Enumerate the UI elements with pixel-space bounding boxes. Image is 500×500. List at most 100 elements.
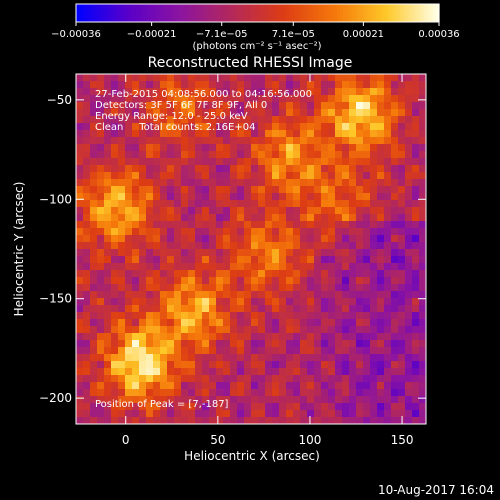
heatmap-cell <box>244 326 252 334</box>
heatmap-cell <box>230 151 238 159</box>
heatmap-cell <box>216 375 224 383</box>
heatmap-cell <box>167 382 175 390</box>
colorbar-cell <box>250 4 254 22</box>
heatmap-cell <box>209 375 217 383</box>
colorbar-cell <box>97 4 101 22</box>
heatmap-cell <box>223 256 231 264</box>
heatmap-cell <box>405 144 413 152</box>
heatmap-cell <box>216 382 224 390</box>
heatmap-cell <box>412 228 420 236</box>
colorbar-cell <box>310 4 314 22</box>
heatmap-cell <box>419 305 426 313</box>
heatmap-cell <box>286 305 294 313</box>
heatmap-cell <box>139 242 147 250</box>
heatmap-cell <box>258 403 266 411</box>
heatmap-cell <box>104 382 112 390</box>
colorbar-cell <box>211 4 215 22</box>
heatmap-cell <box>286 361 294 369</box>
heatmap-cell <box>83 144 91 152</box>
heatmap-cell <box>258 193 266 201</box>
heatmap-cell <box>216 403 224 411</box>
heatmap-cell <box>314 277 322 285</box>
heatmap-cell <box>335 396 343 404</box>
heatmap-cell <box>174 172 182 180</box>
heatmap-cell <box>251 151 259 159</box>
heatmap-cell <box>265 235 273 243</box>
heatmap-cell <box>223 130 231 138</box>
heatmap-cell <box>335 417 343 424</box>
heatmap-cell <box>90 354 98 362</box>
colorbar-cell <box>106 4 110 22</box>
heatmap-cell <box>363 88 371 96</box>
heatmap-cell <box>174 228 182 236</box>
heatmap-cell <box>293 235 301 243</box>
heatmap-cell <box>125 256 133 264</box>
heatmap-cell <box>174 382 182 390</box>
heatmap-cell <box>139 326 147 334</box>
heatmap-cell <box>181 396 189 404</box>
heatmap-cell <box>419 389 426 397</box>
heatmap-cell <box>384 221 392 229</box>
heatmap-cell <box>279 200 287 208</box>
heatmap-cell <box>251 137 259 145</box>
heatmap-cell <box>419 193 426 201</box>
heatmap-cell <box>405 172 413 180</box>
colorbar-cell <box>355 4 359 22</box>
heatmap-cell <box>279 179 287 187</box>
colorbar-cell <box>187 4 191 22</box>
heatmap-cell <box>307 193 315 201</box>
heatmap-cell <box>209 298 217 306</box>
heatmap-cell <box>335 235 343 243</box>
heatmap-cell <box>293 88 301 96</box>
heatmap-cell <box>90 130 98 138</box>
heatmap-cell <box>167 256 175 264</box>
heatmap-cell <box>223 235 231 243</box>
heatmap-cell <box>251 340 259 348</box>
heatmap-cell <box>97 102 105 110</box>
heatmap-cell <box>125 417 133 424</box>
heatmap-cell <box>258 116 266 124</box>
heatmap-cell <box>209 270 217 278</box>
heatmap-cell <box>377 319 385 327</box>
heatmap-cell <box>237 298 245 306</box>
heatmap-cell <box>293 95 301 103</box>
heatmap-cell <box>328 417 336 424</box>
heatmap-cell <box>363 200 371 208</box>
heatmap-cell <box>188 368 196 376</box>
heatmap-cell <box>356 305 364 313</box>
colorbar-tick-label: −0.00021 <box>127 29 177 40</box>
heatmap-cell <box>244 333 252 341</box>
heatmap-cell <box>335 298 343 306</box>
heatmap-cell <box>132 116 140 124</box>
colorbar-cell <box>379 4 383 22</box>
heatmap-cell <box>279 319 287 327</box>
heatmap-cell <box>314 186 322 194</box>
heatmap-cell <box>272 347 280 355</box>
heatmap-cell <box>237 375 245 383</box>
heatmap-cell <box>216 368 224 376</box>
heatmap-cell <box>321 319 329 327</box>
heatmap-cell <box>335 263 343 271</box>
heatmap-cell <box>125 74 133 82</box>
colorbar-cell <box>115 4 119 22</box>
heatmap-cell <box>293 109 301 117</box>
colorbar-cell <box>370 4 374 22</box>
heatmap-cell <box>146 109 154 117</box>
heatmap-cell <box>405 277 413 285</box>
heatmap-cell <box>356 144 364 152</box>
heatmap-cell <box>328 235 336 243</box>
heatmap-cell <box>76 144 84 152</box>
heatmap-cell <box>230 207 238 215</box>
heatmap-cell <box>104 165 112 173</box>
heatmap-cell <box>139 109 147 117</box>
heatmap-cell <box>237 95 245 103</box>
heatmap-cell <box>83 165 91 173</box>
heatmap-cell <box>258 81 266 89</box>
heatmap-cell <box>384 116 392 124</box>
colorbar-cell <box>394 4 398 22</box>
heatmap-cell <box>181 368 189 376</box>
heatmap-cell <box>181 277 189 285</box>
heatmap-cell <box>272 361 280 369</box>
heatmap-cell <box>83 333 91 341</box>
heatmap-cell <box>307 186 315 194</box>
